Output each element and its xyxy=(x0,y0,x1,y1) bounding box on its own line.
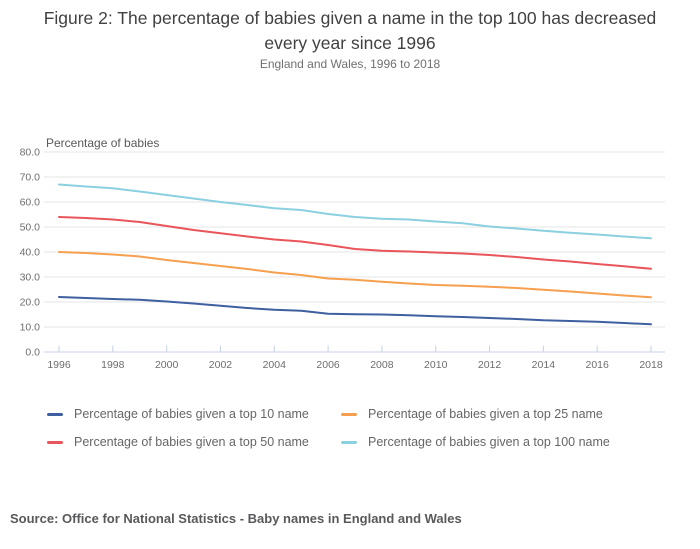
x-tick-label-2006: 2006 xyxy=(316,359,340,371)
legend-item-3[interactable]: Percentage of babies given a top 100 nam… xyxy=(341,435,610,449)
x-tick-label-2008: 2008 xyxy=(370,359,394,371)
line-chart-canvas: 0.0 10.0 20.0 30.0 40.0 50.0 60.0 70.0 80.0 1996 1… xyxy=(20,136,665,371)
figure-subtitle: England and Wales, 1996 to 2018 xyxy=(259,57,441,71)
y-tick-label: 50.0 xyxy=(20,222,41,234)
y-tick-label: 80.0 xyxy=(20,147,41,159)
y-tick-label: 60.0 xyxy=(20,197,41,209)
y-tick-label: 10.0 xyxy=(20,322,41,334)
x-tick-label-2018: 2018 xyxy=(639,359,663,371)
figure-title: Figure 2: The percentage of babies given… xyxy=(43,8,657,53)
x-tick-label-2012: 2012 xyxy=(478,359,502,371)
x-tick-label-1996: 1996 xyxy=(47,359,71,371)
legend-item-1[interactable]: Percentage of babies given a top 25 name xyxy=(341,407,610,421)
legend-line-swatch-icon xyxy=(341,412,357,416)
legend-item-2[interactable]: Percentage of babies given a top 50 name xyxy=(47,435,341,449)
y-axis-title: Percentage of babies xyxy=(46,136,159,150)
y-tick-label: 70.0 xyxy=(20,172,41,184)
legend-item-label: Percentage of babies given a top 10 name xyxy=(74,407,309,421)
series-line-3 xyxy=(58,183,652,240)
x-tick-label-2004: 2004 xyxy=(263,359,287,371)
series-line-0 xyxy=(58,296,652,326)
legend-item-0[interactable]: Percentage of babies given a top 10 name xyxy=(47,407,341,421)
legend-item-label: Percentage of babies given a top 100 nam… xyxy=(368,435,610,449)
legend-line-swatch-icon xyxy=(47,412,63,416)
y-tick-label: 0.0 xyxy=(25,347,40,359)
x-tick-label-2010: 2010 xyxy=(424,359,448,371)
x-tick-label-2000: 2000 xyxy=(155,359,179,371)
y-tick-label: 20.0 xyxy=(20,297,41,309)
x-tick-label-2016: 2016 xyxy=(586,359,610,371)
series-line-1 xyxy=(58,251,652,299)
y-tick-label: 30.0 xyxy=(20,272,41,284)
source-note: Source: Office for National Statistics -… xyxy=(10,511,462,526)
legend-line-swatch-icon xyxy=(47,440,63,444)
legend-line-swatch-icon xyxy=(341,440,357,444)
x-tick-label-1998: 1998 xyxy=(101,359,125,371)
legend-item-label: Percentage of babies given a top 50 name xyxy=(74,435,309,449)
legend-item-label: Percentage of babies given a top 25 name xyxy=(368,407,603,421)
series-line-2 xyxy=(58,216,652,270)
chart-legend: Percentage of babies given a top 10 name… xyxy=(47,407,610,449)
x-tick-label-2002: 2002 xyxy=(209,359,233,371)
y-tick-label: 40.0 xyxy=(20,247,41,259)
x-tick-label-2014: 2014 xyxy=(532,359,556,371)
